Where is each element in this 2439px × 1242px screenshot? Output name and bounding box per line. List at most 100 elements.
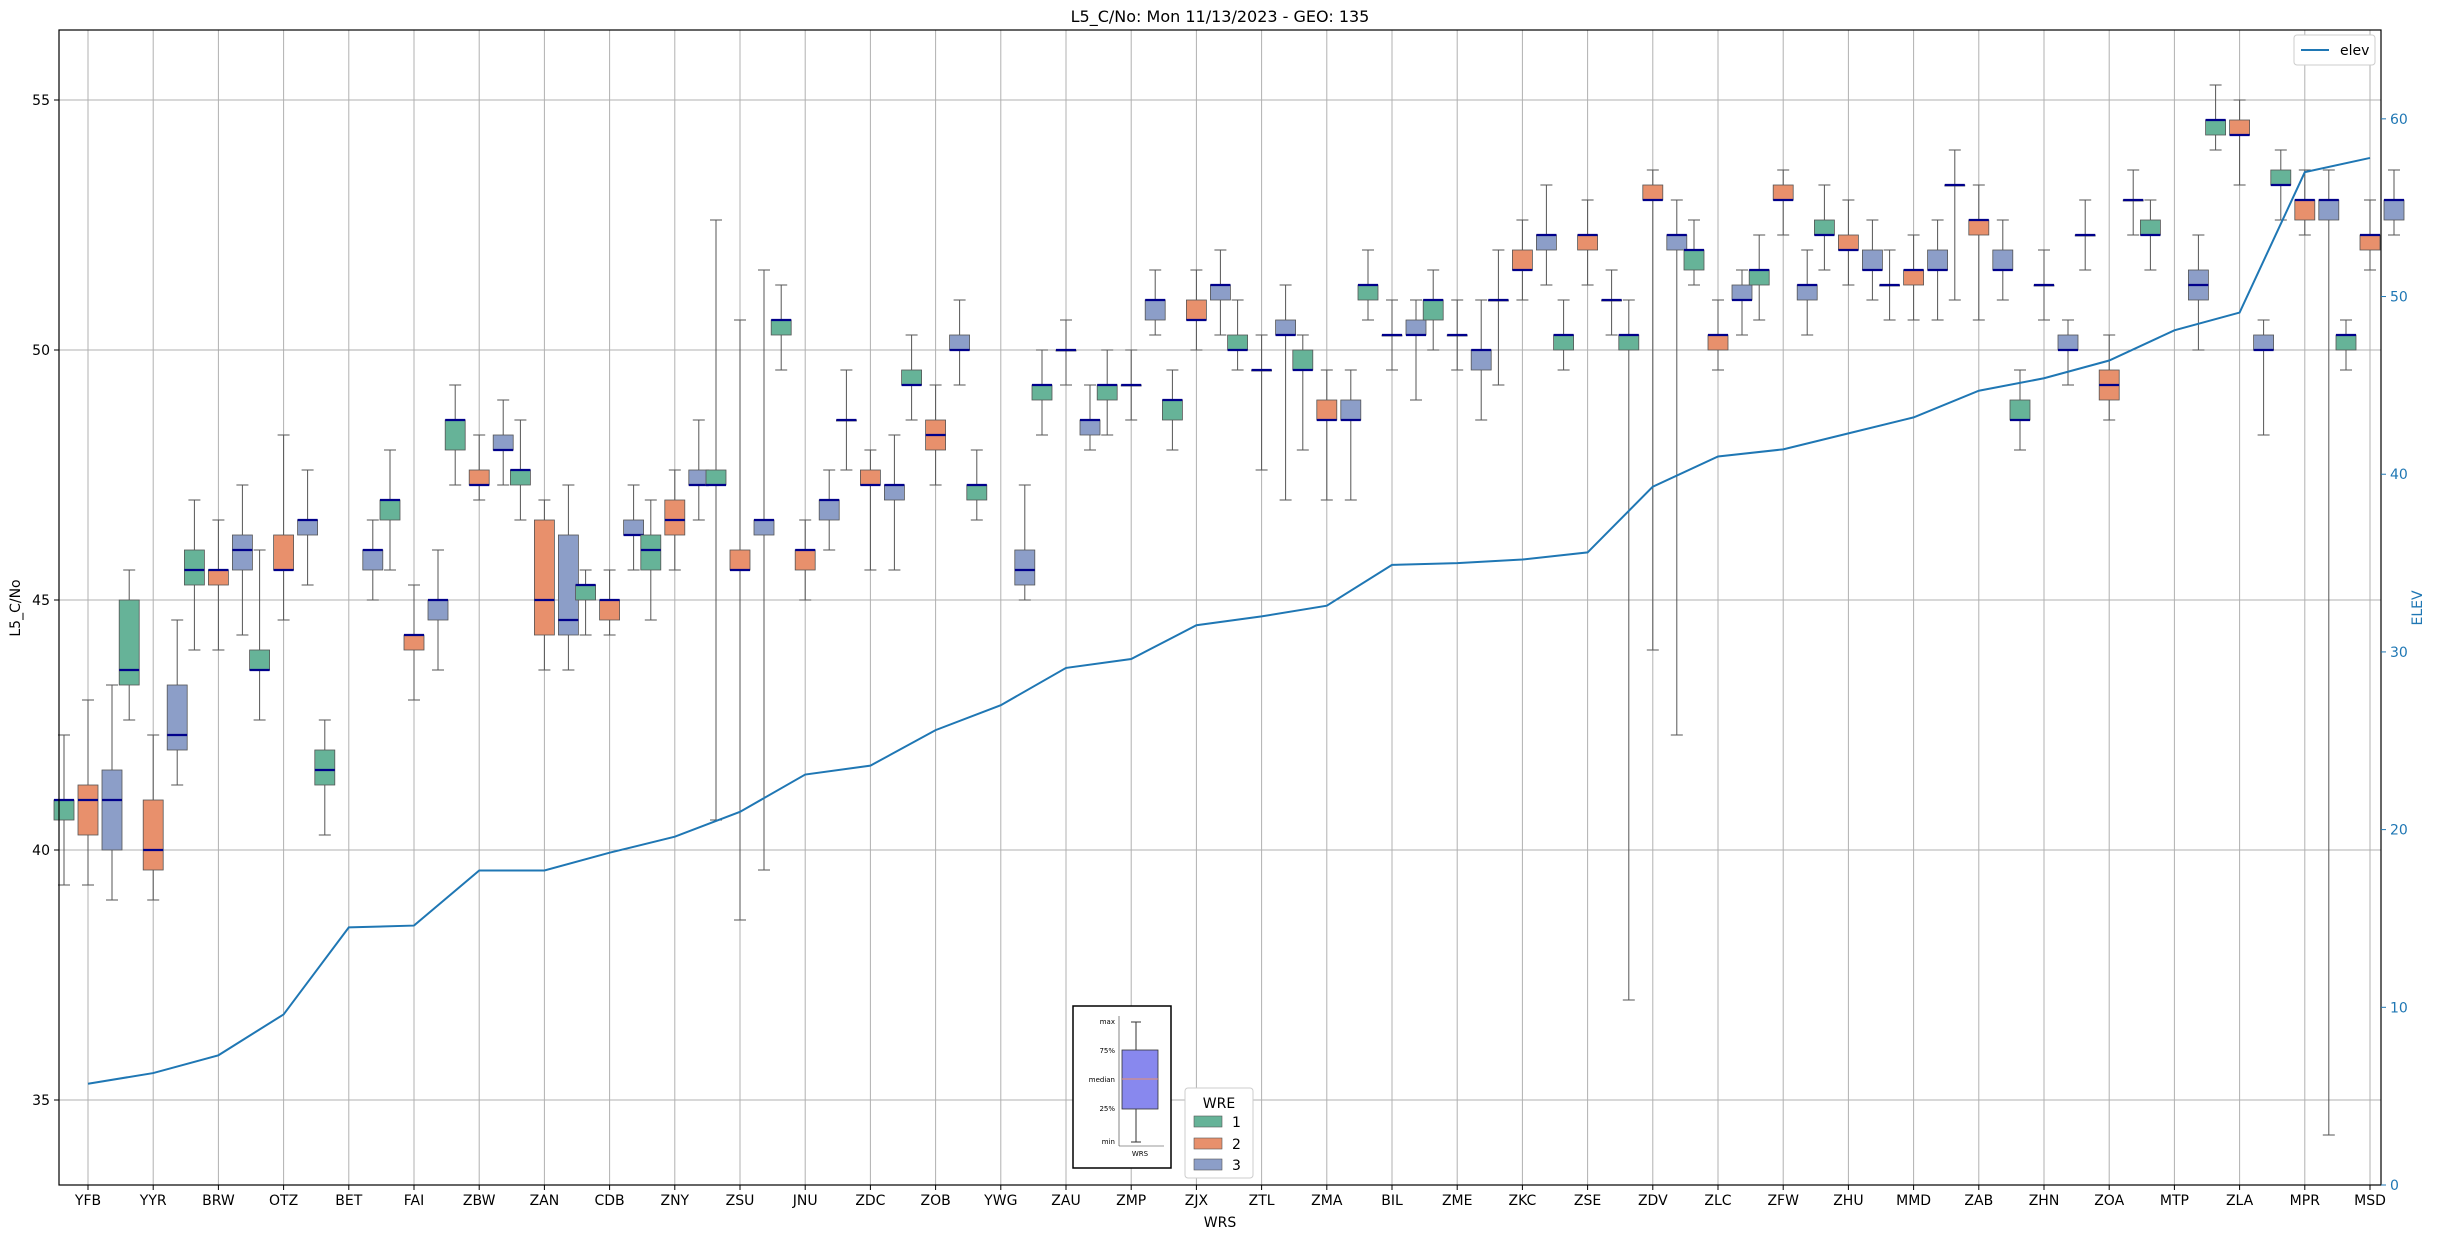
box-iqr bbox=[966, 484, 988, 501]
box-yyr-wre3 bbox=[166, 619, 188, 786]
box-brw-wre1 bbox=[183, 499, 205, 651]
y-tick-label: 35 bbox=[32, 1093, 50, 1109]
box-iqr bbox=[427, 599, 449, 621]
box-iqr bbox=[1422, 299, 1444, 321]
box-zdv-wre3 bbox=[1666, 199, 1688, 736]
box-zau-wre1 bbox=[1031, 349, 1053, 436]
box-zme-wre2 bbox=[1446, 299, 1468, 371]
inset-label-median: median bbox=[1089, 1076, 1115, 1084]
y-tick-label: 45 bbox=[32, 593, 50, 609]
y2-tick-label: 0 bbox=[2390, 1178, 2399, 1194]
inset-label-min: min bbox=[1102, 1138, 1115, 1146]
box-yfb-wre2 bbox=[77, 699, 99, 886]
x-tick-label: BRW bbox=[202, 1193, 235, 1209]
box-zob-wre1 bbox=[901, 334, 922, 421]
box-zoa-wre2 bbox=[2098, 334, 2120, 421]
wre-legend-label-1: 1 bbox=[1232, 1115, 1241, 1131]
elev-legend-frame bbox=[2293, 34, 2376, 66]
box-iqr bbox=[901, 369, 922, 386]
box-msd-wre2 bbox=[2359, 199, 2381, 271]
box-zsu-wre2 bbox=[729, 319, 751, 921]
box-ztl-wre3 bbox=[1275, 284, 1296, 501]
box-zhu-wre1 bbox=[1814, 184, 1835, 271]
box-iqr bbox=[314, 749, 336, 786]
box-iqr bbox=[1144, 299, 1166, 321]
box-zhn-wre2 bbox=[2033, 249, 2055, 321]
box-iqr bbox=[1079, 419, 1101, 436]
box-iqr bbox=[1162, 399, 1183, 421]
box-brw-wre3 bbox=[231, 484, 253, 636]
x-tick-label: ZTL bbox=[1249, 1193, 1275, 1209]
box-iqr bbox=[2009, 399, 2031, 421]
x-tick-label: ZHN bbox=[2029, 1193, 2060, 1209]
box-iqr bbox=[1031, 384, 1053, 401]
box-zkc-wre3 bbox=[1536, 184, 1557, 286]
box-zny-wre2 bbox=[664, 469, 686, 571]
box-zse-wre3 bbox=[1601, 269, 1622, 336]
x-tick-label: BET bbox=[335, 1193, 362, 1209]
x-tick-label: ZFW bbox=[1767, 1193, 1799, 1209]
box-iqr bbox=[403, 634, 425, 651]
box-zse-wre1 bbox=[1553, 299, 1574, 371]
box-yyr-wre1 bbox=[118, 569, 140, 721]
box-iqr bbox=[1186, 299, 1207, 321]
box-iqr bbox=[1772, 184, 1794, 201]
x-tick-label: MTP bbox=[2160, 1193, 2189, 1209]
y2-tick-label: 20 bbox=[2390, 823, 2408, 839]
box-iqr bbox=[2253, 334, 2275, 351]
box-iqr bbox=[1683, 249, 1705, 271]
elev-legend: elev bbox=[2293, 34, 2376, 66]
box-iqr bbox=[207, 569, 229, 586]
box-iqr bbox=[1642, 184, 1664, 201]
elev-legend-label: elev bbox=[2340, 43, 2369, 59]
box-iqr bbox=[599, 599, 620, 621]
box-fai-wre3 bbox=[427, 549, 449, 671]
box-iqr bbox=[1536, 234, 1557, 251]
box-cdb-wre1 bbox=[575, 569, 596, 636]
x-tick-label: MMD bbox=[1896, 1193, 1931, 1209]
box-bil-wre3 bbox=[1405, 299, 1427, 401]
box-iqr bbox=[1275, 319, 1296, 336]
box-iqr bbox=[297, 519, 319, 536]
box-iqr bbox=[1553, 334, 1574, 351]
box-iqr bbox=[1210, 284, 1231, 301]
box-jnu-wre3 bbox=[818, 469, 840, 551]
y2-axis-label: ELEV bbox=[2410, 590, 2426, 625]
box-iqr bbox=[101, 769, 123, 851]
wre-legend-title: WRE bbox=[1203, 1096, 1235, 1112]
box-zob-wre2 bbox=[925, 384, 946, 486]
box-otz-wre1 bbox=[249, 549, 271, 721]
box-iqr bbox=[753, 519, 775, 536]
box-zma-wre3 bbox=[1340, 369, 1362, 501]
chart-title: L5_C/No: Mon 11/13/2023 - GEO: 135 bbox=[1071, 7, 1370, 27]
x-tick-label: ZKC bbox=[1509, 1193, 1537, 1209]
box-iqr bbox=[77, 784, 99, 836]
box-zla-wre3 bbox=[2253, 319, 2275, 436]
box-mmd-wre2 bbox=[1903, 234, 1924, 321]
box-iqr bbox=[53, 799, 75, 821]
box-iqr bbox=[1838, 234, 1859, 251]
box-iqr bbox=[1731, 284, 1753, 301]
box-zoa-wre1 bbox=[2074, 199, 2096, 271]
box-zla-wre2 bbox=[2229, 99, 2251, 186]
box-iqr bbox=[2335, 334, 2357, 351]
x-tick-label: ZLA bbox=[2226, 1193, 2254, 1209]
box-iqr bbox=[249, 649, 271, 671]
box-zab-wre3 bbox=[1992, 219, 2014, 301]
y2-tick-label: 30 bbox=[2390, 645, 2408, 661]
box-iqr bbox=[1814, 219, 1835, 236]
box-iqr bbox=[623, 519, 644, 536]
box-iqr bbox=[1316, 399, 1338, 421]
box-zkc-wre2 bbox=[1512, 219, 1533, 301]
x-tick-label: ZJX bbox=[1185, 1193, 1209, 1209]
x-tick-label: ZME bbox=[1442, 1193, 1473, 1209]
box-bet-wre1 bbox=[314, 719, 336, 836]
box-mmd-wre3 bbox=[1927, 219, 1948, 321]
x-tick-label: ZDC bbox=[855, 1193, 885, 1209]
box-otz-wre2 bbox=[273, 434, 295, 621]
wre-legend-swatch-1 bbox=[1193, 1115, 1223, 1128]
y-axis-label: L5_C/No bbox=[8, 579, 24, 636]
box-yyr-wre2 bbox=[142, 734, 164, 901]
